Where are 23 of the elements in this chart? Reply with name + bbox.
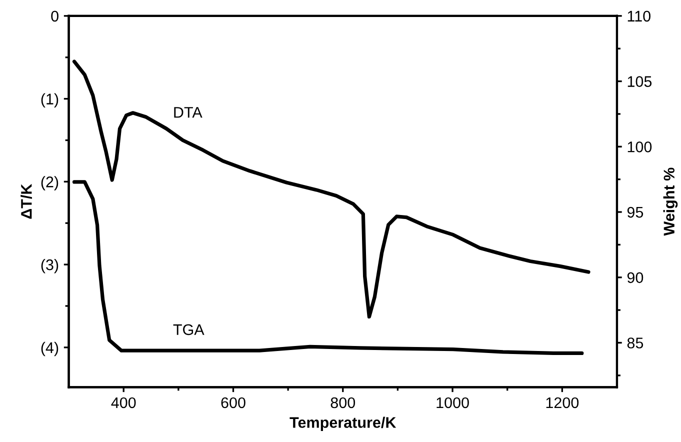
y2-tick-label: 90: [627, 272, 644, 284]
y2-tick-label: 105: [628, 76, 652, 87]
x-tick-label: 1000: [436, 397, 469, 408]
x-tick-label: 800: [330, 397, 356, 408]
series-label: TGA: [173, 324, 204, 336]
line-series: [72, 60, 590, 319]
x-axis-title: Temperature/K: [290, 416, 396, 431]
y-tick-label: (4): [41, 342, 58, 356]
series-label: DTA: [174, 107, 202, 118]
y2-axis-title: Weight %: [663, 168, 678, 236]
y-tick-label: 0: [51, 10, 58, 22]
x-tick-label: 1200: [546, 397, 579, 408]
y2-tick-label: 100: [628, 142, 652, 152]
y-tick-label: (3): [41, 259, 58, 274]
y-axis-title: ΔT/K: [20, 184, 32, 219]
y2-tick-label: 110: [628, 10, 650, 22]
y2-tick-label: 85: [627, 338, 644, 348]
y-tick-label: (2): [41, 176, 58, 190]
x-tick-label: 600: [221, 397, 246, 408]
y-tick-label: (1): [41, 93, 58, 108]
line-series: [72, 180, 584, 356]
y2-tick-label: 95: [627, 206, 644, 218]
x-tick-label: 400: [111, 397, 136, 408]
